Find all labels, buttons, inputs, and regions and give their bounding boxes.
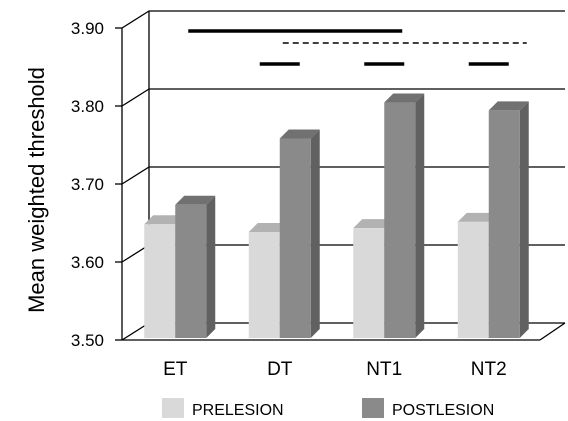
y-axis-label: Mean weighted threshold xyxy=(24,67,49,313)
x-axis-depth xyxy=(539,322,566,341)
y-tick-label: 3.80 xyxy=(71,97,104,116)
bar xyxy=(144,224,176,338)
bar xyxy=(279,138,311,338)
legend-label: PRELESION xyxy=(192,402,284,419)
y-tick-label: 3.50 xyxy=(71,331,104,350)
bar xyxy=(175,204,207,338)
significance-lines xyxy=(188,29,527,66)
bar-top xyxy=(248,223,289,233)
y-tick-label: 3.70 xyxy=(71,175,104,194)
bar-side xyxy=(310,129,320,338)
y-tick-label: 3.60 xyxy=(71,253,104,272)
bar xyxy=(384,102,416,338)
bar-side xyxy=(415,93,425,338)
legend-swatch xyxy=(162,398,184,418)
bar xyxy=(457,221,489,338)
gridline xyxy=(121,10,565,29)
x-tick-label: NT2 xyxy=(471,359,507,380)
bar-top xyxy=(279,129,320,139)
bar-top xyxy=(144,215,185,225)
legend: PRELESION POSTLESION xyxy=(162,398,494,419)
bar-top xyxy=(384,93,425,103)
x-tick-label: DT xyxy=(267,359,293,380)
y-tick-label: 3.90 xyxy=(71,19,104,38)
bar-top xyxy=(353,219,394,229)
bar xyxy=(353,228,385,338)
bar xyxy=(488,110,520,338)
legend-swatch xyxy=(362,398,384,418)
bar-top xyxy=(488,101,529,111)
bar-top xyxy=(457,212,498,222)
y-tick-labels: 3.50 3.60 3.70 3.80 3.90 xyxy=(71,19,104,350)
legend-label: POSTLESION xyxy=(392,402,494,419)
x-tick-label: ET xyxy=(163,359,188,380)
bars xyxy=(144,93,529,338)
bar-top xyxy=(175,195,216,205)
bar-side xyxy=(519,101,529,338)
x-tick-label: NT1 xyxy=(366,359,402,380)
bar-side xyxy=(206,195,216,338)
bar xyxy=(248,232,280,338)
x-tick-labels: ET DT NT1 NT2 xyxy=(163,359,507,380)
